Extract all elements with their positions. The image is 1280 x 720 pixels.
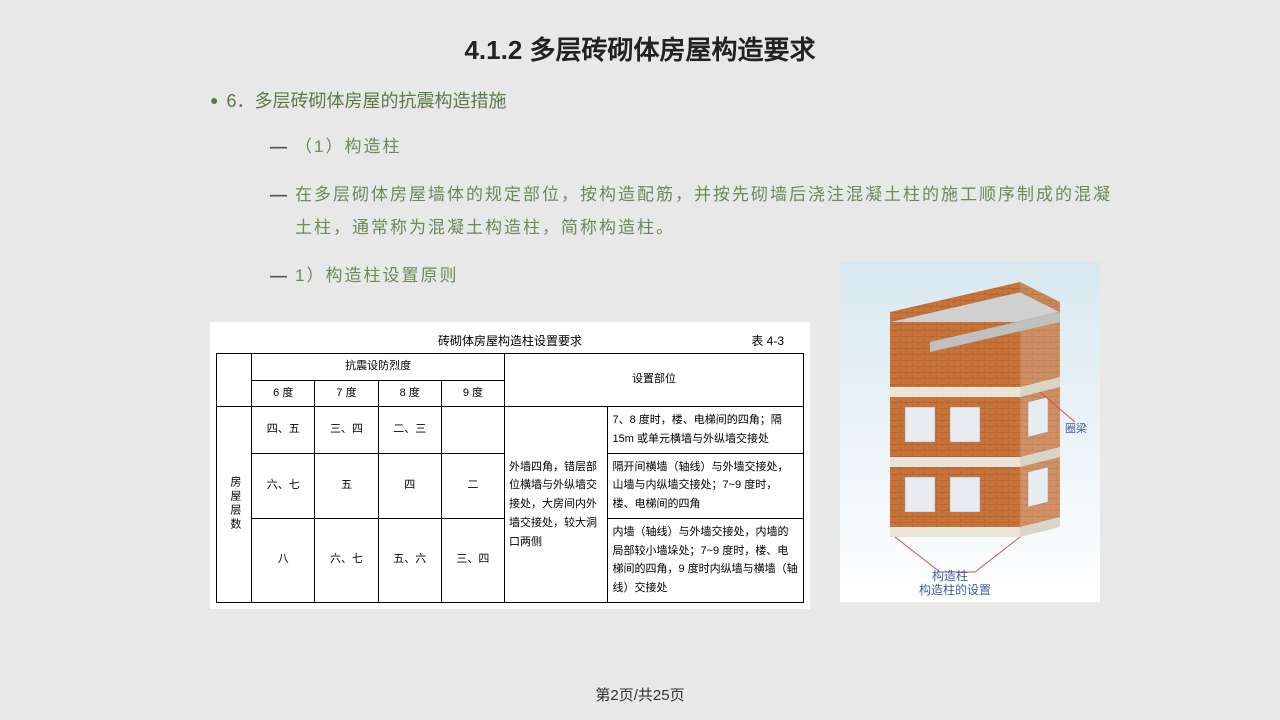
table-row: 房屋层数 四、五 三、四 二、三 外墙四角，错层部位横墙与外纵墙交接处，大房间内… <box>217 407 804 453</box>
building-svg: 圈梁 构造柱 构造柱的设置 <box>840 262 1100 602</box>
section-header: 6．多层砖砌体房屋的抗震构造措施 <box>210 87 1120 113</box>
slide-container: 4.1.2 多层砖砌体房屋构造要求 6．多层砖砌体房屋的抗震构造措施 （1）构造… <box>0 0 1280 720</box>
sub-item-2: 在多层砌体房屋墙体的规定部位，按构造配筋，并按先砌墙后浇注混凝土柱的施工顺序制成… <box>270 179 1120 244</box>
building-diagram: 圈梁 构造柱 构造柱的设置 <box>840 262 1100 608</box>
requirements-table: 抗震设防烈度 设置部位 6 度 7 度 8 度 9 度 房屋层数 四、五 三、四… <box>216 353 804 602</box>
table-header-row-1: 抗震设防烈度 设置部位 <box>217 354 804 381</box>
label-column: 构造柱 <box>932 568 968 583</box>
table-container: 砖砌体房屋构造柱设置要求 表 4-3 抗震设防烈度 设置部位 6 度 7 度 8… <box>210 322 810 608</box>
content-row: 砖砌体房屋构造柱设置要求 表 4-3 抗震设防烈度 设置部位 6 度 7 度 8… <box>210 322 1220 608</box>
slide-title: 4.1.2 多层砖砌体房屋构造要求 <box>60 30 1220 67</box>
table-caption: 砖砌体房屋构造柱设置要求 表 4-3 <box>216 328 804 353</box>
label-caption: 构造柱的设置 <box>919 582 991 597</box>
page-number: 第2页/共25页 <box>595 684 684 705</box>
sub-item-1: （1）构造柱 <box>270 131 1120 163</box>
label-ring-beam: 圈梁 <box>1065 421 1087 435</box>
